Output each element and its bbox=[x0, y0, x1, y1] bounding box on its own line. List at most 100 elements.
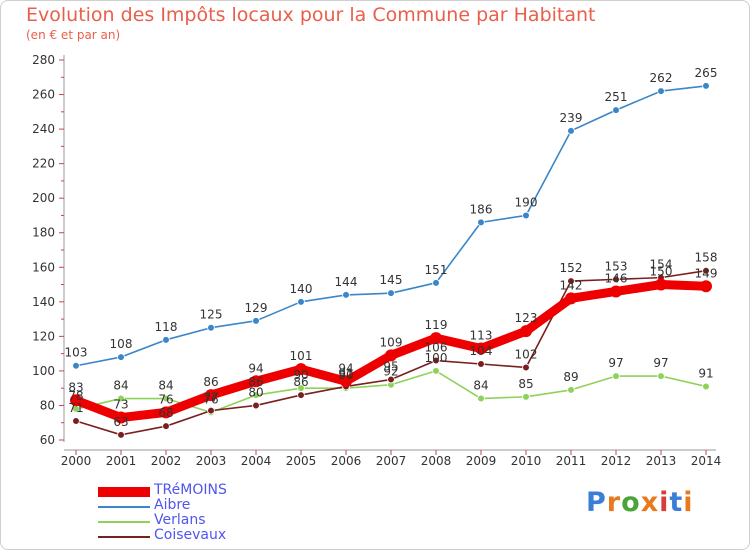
x-tick-label: 2007 bbox=[376, 454, 407, 468]
y-tick-label: 180 bbox=[32, 226, 55, 240]
data-label-coisevaux: 153 bbox=[605, 259, 628, 273]
data-point-tr-moins bbox=[430, 332, 442, 345]
x-tick-label: 2008 bbox=[421, 454, 452, 468]
legend-swatch-aibre bbox=[98, 506, 150, 508]
data-point-coisevaux bbox=[162, 422, 170, 430]
data-label-verlans: 90 bbox=[338, 368, 353, 382]
data-point-coisevaux bbox=[117, 431, 125, 439]
legend-swatch-coisevaux bbox=[98, 536, 150, 538]
data-point-coisevaux bbox=[522, 363, 530, 372]
data-label-tr-moins: 101 bbox=[290, 349, 313, 363]
data-label-tr-moins: 94 bbox=[338, 361, 353, 375]
data-point-verlans bbox=[567, 386, 575, 394]
data-label-aibre: 265 bbox=[695, 66, 718, 80]
data-point-coisevaux bbox=[477, 360, 485, 368]
data-label-verlans: 89 bbox=[563, 370, 578, 384]
data-point-aibre bbox=[522, 211, 530, 220]
data-label-tr-moins: 109 bbox=[380, 335, 403, 349]
data-label-coisevaux: 104 bbox=[470, 344, 493, 358]
data-point-coisevaux bbox=[387, 375, 395, 384]
data-label-verlans: 90 bbox=[293, 368, 308, 382]
data-label-verlans: 84 bbox=[473, 379, 488, 393]
data-point-coisevaux bbox=[252, 401, 260, 410]
x-tick-label: 2014 bbox=[691, 454, 722, 468]
data-label-verlans: 97 bbox=[653, 356, 668, 370]
x-tick-label: 2000 bbox=[61, 454, 92, 468]
data-label-coisevaux: 71 bbox=[68, 401, 83, 415]
data-label-verlans: 86 bbox=[248, 375, 263, 389]
data-label-coisevaux: 86 bbox=[293, 375, 308, 389]
data-point-tr-moins bbox=[700, 280, 712, 293]
legend-label: TRéMOINS bbox=[154, 482, 227, 498]
x-tick-label: 2011 bbox=[556, 454, 587, 468]
data-point-verlans bbox=[657, 372, 665, 380]
data-point-aibre bbox=[297, 298, 305, 306]
data-point-aibre bbox=[342, 291, 350, 299]
data-label-tr-moins: 119 bbox=[425, 318, 448, 332]
data-point-tr-moins bbox=[115, 411, 127, 424]
data-point-aibre bbox=[252, 317, 260, 325]
data-label-aibre: 129 bbox=[245, 301, 268, 315]
data-point-verlans bbox=[162, 394, 170, 403]
data-point-tr-moins bbox=[70, 394, 82, 407]
data-label-coisevaux: 63 bbox=[113, 415, 128, 429]
data-point-aibre bbox=[612, 106, 620, 114]
data-label-verlans: 97 bbox=[608, 356, 623, 370]
data-point-tr-moins bbox=[475, 342, 487, 355]
data-point-tr-moins bbox=[655, 278, 667, 291]
y-tick-label: 280 bbox=[32, 53, 55, 67]
data-label-coisevaux: 152 bbox=[560, 261, 583, 275]
data-label-coisevaux: 77 bbox=[203, 391, 218, 405]
data-label-tr-moins: 150 bbox=[650, 265, 673, 279]
data-label-coisevaux: 91 bbox=[338, 366, 353, 380]
data-label-verlans: 84 bbox=[158, 379, 173, 393]
data-label-tr-moins: 94 bbox=[248, 361, 263, 375]
data-point-aibre bbox=[657, 87, 665, 95]
data-label-tr-moins: 73 bbox=[113, 398, 128, 412]
proxiti-logo: Proxiti bbox=[586, 487, 694, 518]
y-tick-label: 100 bbox=[32, 364, 55, 378]
data-label-coisevaux: 154 bbox=[650, 258, 673, 272]
data-point-verlans bbox=[117, 394, 125, 403]
data-label-verlans: 76 bbox=[203, 392, 218, 406]
data-label-coisevaux: 80 bbox=[248, 385, 263, 399]
data-point-verlans bbox=[702, 382, 710, 391]
x-tick-label: 2010 bbox=[511, 454, 542, 468]
data-point-tr-moins bbox=[295, 363, 307, 376]
data-point-coisevaux bbox=[702, 266, 710, 275]
data-label-verlans: 84 bbox=[113, 379, 128, 393]
logo-letter: o bbox=[621, 487, 641, 518]
logo-letter: i bbox=[683, 487, 694, 518]
data-point-verlans bbox=[477, 394, 485, 403]
data-label-tr-moins: 86 bbox=[203, 375, 218, 389]
data-point-coisevaux bbox=[72, 417, 80, 425]
data-point-tr-moins bbox=[565, 292, 577, 305]
data-label-aibre: 144 bbox=[335, 275, 358, 289]
y-tick-label: 260 bbox=[32, 88, 55, 102]
legend-swatch-verlans bbox=[98, 521, 150, 523]
chart-title: Evolution des Impôts locaux pour la Comm… bbox=[26, 4, 596, 26]
data-label-tr-moins: 149 bbox=[695, 266, 718, 280]
data-point-tr-moins bbox=[340, 375, 352, 388]
data-label-verlans: 92 bbox=[383, 365, 398, 379]
data-label-tr-moins: 146 bbox=[605, 271, 628, 285]
data-point-aibre bbox=[477, 218, 485, 227]
y-tick-label: 140 bbox=[32, 295, 55, 309]
logo-letter: t bbox=[669, 487, 684, 518]
logo-letter: x bbox=[640, 487, 660, 518]
data-label-aibre: 239 bbox=[560, 111, 583, 125]
data-label-aibre: 186 bbox=[470, 202, 493, 216]
data-point-aibre bbox=[207, 323, 215, 332]
x-tick-label: 2001 bbox=[106, 454, 137, 468]
data-label-verlans: 78 bbox=[68, 389, 83, 403]
legend-label: Coisevaux bbox=[154, 527, 227, 543]
x-tick-label: 2012 bbox=[601, 454, 632, 468]
data-label-tr-moins: 76 bbox=[158, 392, 173, 406]
logo-letter: i bbox=[659, 487, 670, 518]
data-point-verlans bbox=[432, 367, 440, 375]
data-label-coisevaux: 158 bbox=[695, 251, 718, 265]
data-point-coisevaux bbox=[297, 391, 305, 399]
data-label-aibre: 118 bbox=[155, 320, 178, 334]
data-point-tr-moins bbox=[520, 325, 532, 338]
